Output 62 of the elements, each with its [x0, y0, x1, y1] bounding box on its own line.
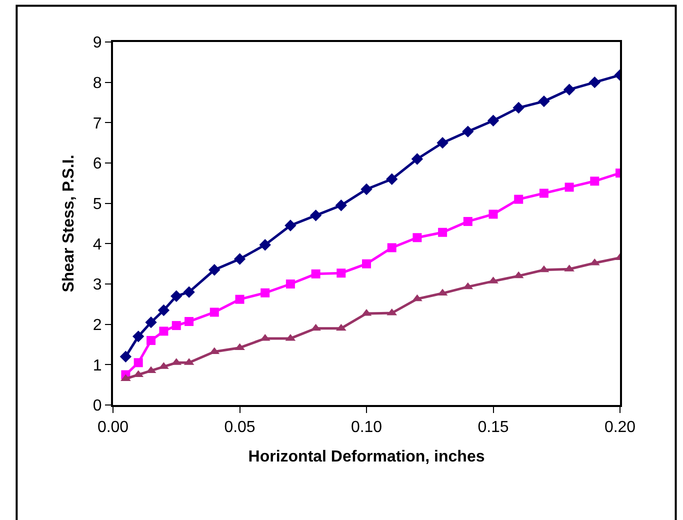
y-tick-label: 2 — [92, 316, 102, 334]
point — [310, 210, 322, 222]
point — [386, 173, 398, 185]
point — [438, 228, 448, 237]
point — [360, 183, 372, 196]
point — [411, 153, 424, 165]
point — [335, 200, 347, 212]
point — [284, 220, 296, 232]
point — [590, 176, 600, 186]
y-tick-label: 7 — [92, 115, 102, 132]
x-tick-label: 0.20 — [604, 419, 636, 436]
x-tick-label: 0.00 — [97, 419, 129, 436]
point — [158, 304, 170, 316]
point — [120, 350, 132, 362]
point — [145, 316, 157, 328]
point — [183, 286, 195, 298]
x-axis-title: Horizontal Deformation, inches — [248, 448, 485, 466]
point — [412, 233, 422, 242]
point — [387, 243, 396, 252]
point — [564, 182, 574, 192]
point — [132, 330, 144, 342]
point — [259, 239, 271, 251]
point — [235, 294, 244, 304]
y-tick-label: 1 — [92, 357, 102, 374]
x-tick-label: 0.05 — [224, 419, 256, 436]
y-tick-label: 0 — [92, 398, 102, 415]
x-tick-label: 0.10 — [350, 419, 382, 436]
point — [159, 326, 168, 336]
point — [462, 126, 474, 138]
point — [539, 188, 548, 198]
point — [311, 269, 320, 278]
y-tick-label: 8 — [92, 74, 102, 92]
point — [488, 210, 498, 219]
y-tick-label: 5 — [92, 196, 102, 213]
point — [436, 136, 448, 149]
point — [336, 268, 346, 278]
point — [463, 216, 472, 226]
y-tick-label: 3 — [92, 276, 102, 294]
point — [563, 84, 576, 96]
y-tick-label: 6 — [92, 156, 102, 173]
x-tick-label: 0.15 — [478, 419, 509, 436]
point — [134, 358, 143, 368]
point — [260, 288, 270, 298]
point — [310, 324, 321, 331]
y-tick-label: 9 — [92, 34, 102, 52]
point — [210, 308, 219, 317]
point — [184, 317, 194, 326]
y-axis-title: Shear Stess, P.S.I. — [60, 154, 78, 292]
point — [146, 336, 156, 345]
point — [172, 321, 181, 330]
y-tick-label: 4 — [92, 236, 102, 254]
point — [487, 114, 500, 126]
point — [170, 290, 182, 302]
point — [208, 264, 220, 276]
point — [512, 102, 524, 114]
point — [514, 194, 524, 204]
point — [412, 294, 422, 302]
point — [234, 253, 246, 265]
point — [362, 259, 371, 268]
point — [538, 95, 550, 108]
point — [588, 76, 600, 88]
point — [286, 280, 295, 288]
